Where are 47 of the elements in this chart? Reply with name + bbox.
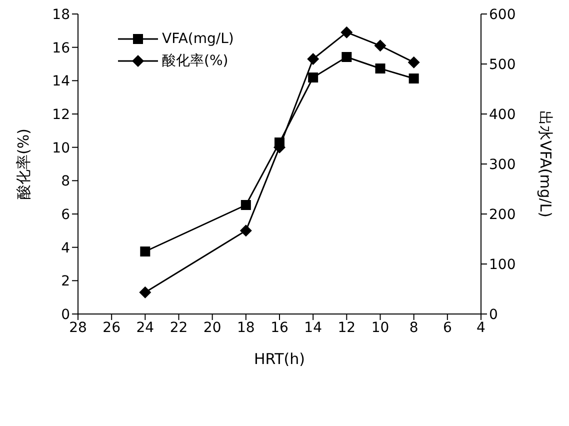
x-tick-label: 24 (136, 320, 154, 336)
point (308, 72, 318, 82)
y-tick-label: 4 (61, 240, 70, 256)
x-tick-label: 18 (237, 320, 255, 336)
y2-tick-label: 400 (489, 106, 516, 123)
point (342, 52, 352, 62)
x-tick-label: 28 (69, 320, 87, 336)
y2-tick-label: 200 (489, 206, 516, 223)
y-tick-label: 16 (52, 40, 70, 56)
x-tick-label: 26 (102, 320, 121, 336)
x-axis-title: HRT(h) (254, 350, 305, 368)
point (408, 74, 419, 84)
point (140, 246, 150, 256)
y-tick-label: 6 (61, 206, 70, 223)
y-tick-label: 18 (52, 6, 70, 23)
y-tick-label: 10 (52, 140, 70, 156)
point (375, 64, 386, 74)
x-tick-label: 20 (203, 320, 222, 336)
x-tick-label: 16 (270, 320, 288, 336)
x-tick-label: 6 (442, 320, 452, 336)
y2-tick-label: 300 (489, 156, 516, 173)
y-tick-label: 12 (52, 106, 70, 123)
point (240, 224, 252, 237)
y2-tick-label: 100 (489, 256, 516, 273)
y2-tick-label: 500 (489, 56, 516, 73)
x-tick-label: 22 (170, 320, 188, 336)
legend-label: VFA(mg/L) (162, 31, 234, 47)
x-tick-label: 14 (304, 320, 322, 336)
y-tick-label: 0 (61, 306, 70, 323)
y-tick-label: 2 (61, 274, 70, 290)
y2-tick-label: 600 (489, 6, 516, 23)
x-tick-label: 12 (338, 320, 356, 336)
x-tick-label: 10 (371, 320, 390, 336)
legend-label: 酸化率(%) (162, 52, 228, 70)
y-tick-label: 14 (52, 74, 70, 90)
point (340, 26, 353, 38)
x-tick-label: 8 (409, 320, 418, 336)
y-tick-label: 8 (61, 174, 70, 190)
point (374, 40, 386, 52)
point (307, 53, 320, 65)
point (139, 286, 152, 298)
point (240, 200, 251, 210)
x-tick-label: 4 (476, 320, 486, 336)
y2-tick-label: 0 (489, 306, 498, 323)
y2-axis-title: 出水VFA(mg/L) (536, 110, 555, 218)
point (408, 56, 420, 68)
y-axis-title: 酸化率(%) (14, 128, 32, 200)
